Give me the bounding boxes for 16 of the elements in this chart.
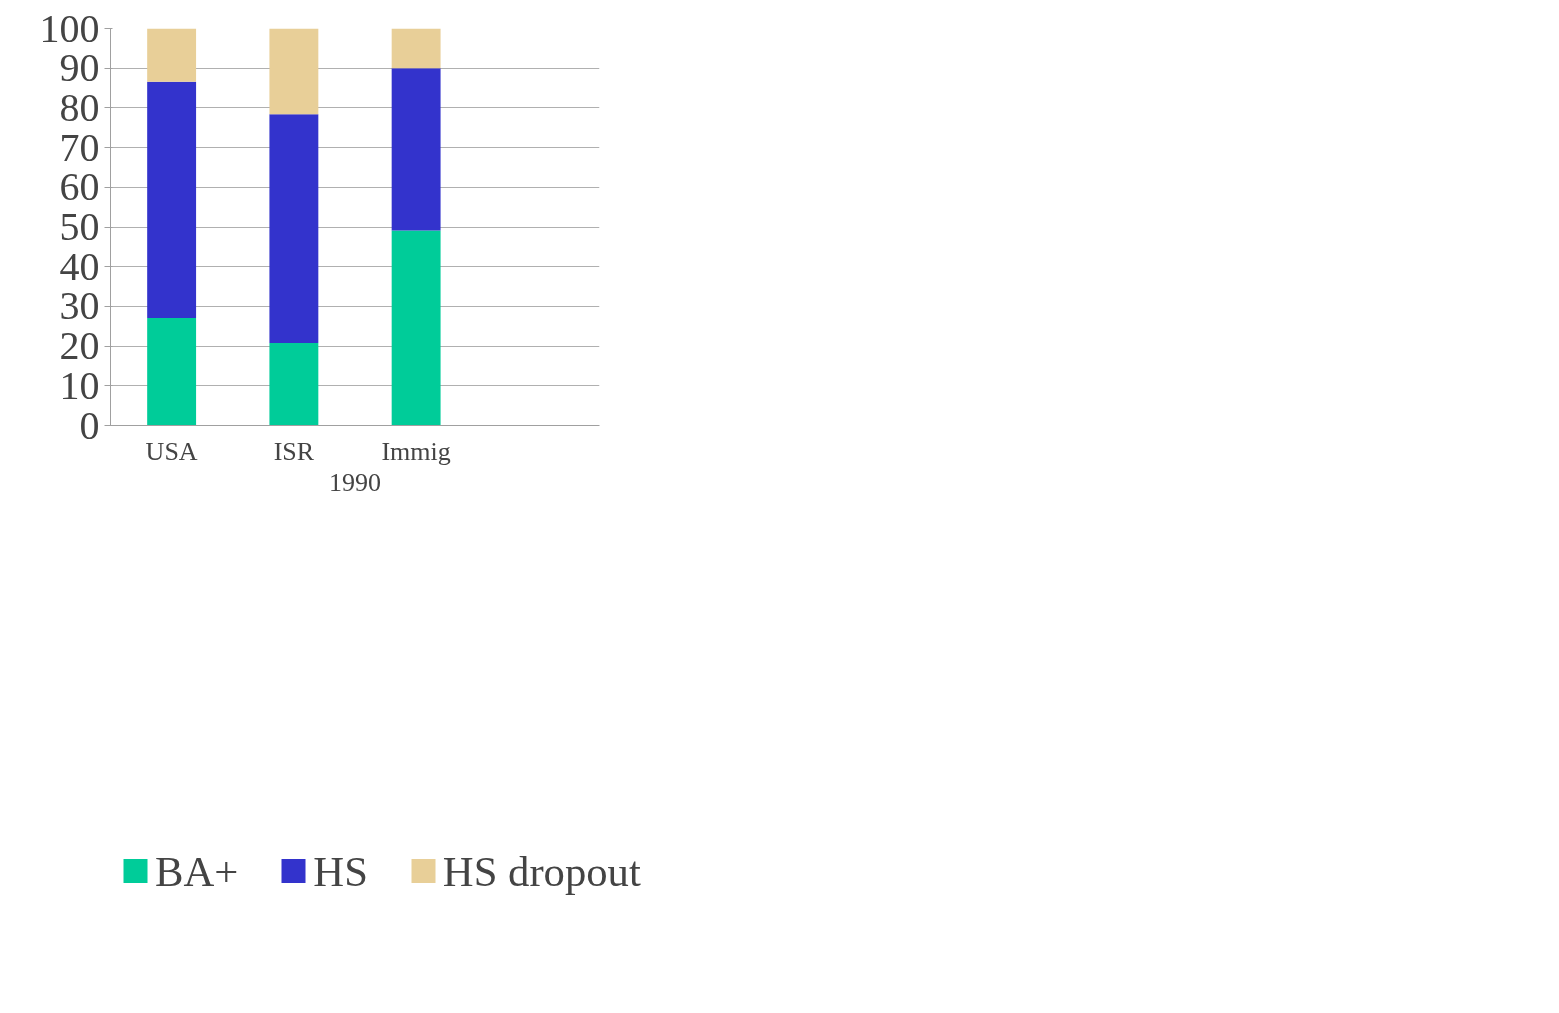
bar — [269, 114, 319, 343]
bar — [147, 317, 197, 426]
legend-label: BA+ — [155, 846, 239, 896]
bar — [391, 68, 441, 231]
legend-label: HS dropout — [442, 846, 641, 896]
x-tick-label: Immig — [381, 436, 451, 466]
bar — [147, 28, 197, 82]
bar — [269, 342, 319, 426]
bar — [391, 28, 441, 69]
x-tick-label: ISR — [273, 436, 315, 466]
bar — [269, 28, 319, 115]
x-tick-label: USA — [145, 436, 198, 466]
bar — [391, 230, 441, 426]
bar — [147, 81, 197, 318]
x-axis-title: 1990 — [329, 467, 381, 497]
legend-label: HS — [313, 846, 368, 896]
